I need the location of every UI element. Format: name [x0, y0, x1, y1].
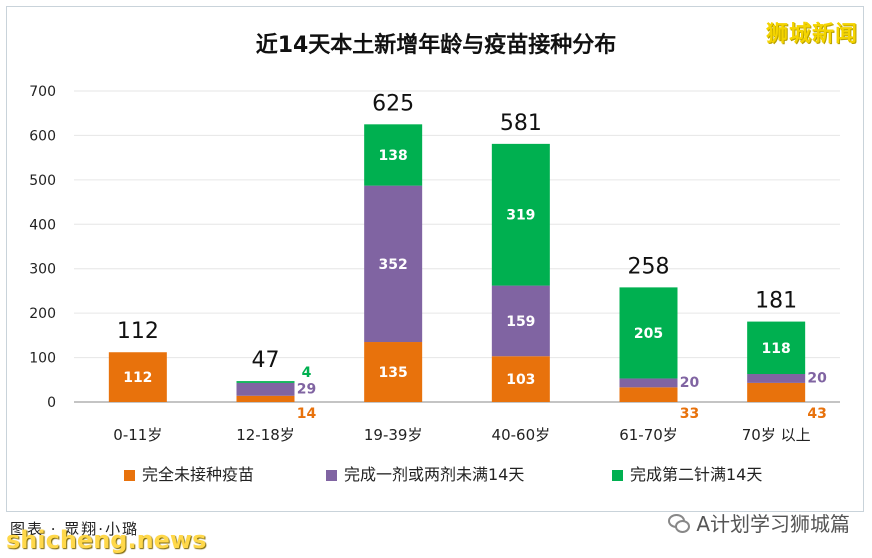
bar-segment-3 — [364, 124, 423, 186]
data-label: 138 — [379, 148, 408, 164]
bar-segment-1 — [236, 395, 295, 402]
data-label: 319 — [506, 208, 535, 224]
y-tick-label: 700 — [29, 84, 56, 100]
x-tick-label: 61-70岁 — [619, 426, 678, 444]
data-label: 135 — [379, 365, 408, 381]
bar-segment-3 — [619, 287, 678, 379]
legend-label: 完成第二针满14天 — [630, 465, 762, 484]
y-tick-label: 500 — [29, 173, 56, 189]
data-label: 205 — [634, 326, 663, 342]
bar-segment-1 — [619, 387, 678, 402]
bar-segment-2 — [747, 374, 806, 383]
bar-segment-1 — [747, 382, 806, 402]
bar-segment-2 — [619, 378, 678, 388]
y-tick-label: 200 — [29, 306, 56, 322]
data-label: 103 — [506, 372, 535, 388]
data-label: 20 — [680, 375, 700, 391]
y-tick-label: 600 — [29, 128, 56, 144]
x-tick-label: 19-39岁 — [364, 426, 423, 444]
legend-swatch — [326, 470, 337, 481]
data-label: 33 — [680, 406, 699, 422]
wechat-watermark: A计划学习狮城篇 — [668, 508, 850, 537]
total-label: 625 — [372, 91, 414, 116]
x-tick-label: 40-60岁 — [492, 426, 551, 444]
data-label: 118 — [762, 341, 791, 357]
y-tick-label: 100 — [29, 351, 56, 367]
brand-logo: 狮城新闻 — [765, 22, 858, 47]
data-label: 352 — [379, 257, 408, 273]
wechat-icon — [668, 513, 691, 533]
x-tick-label: 0-11岁 — [113, 426, 162, 444]
total-label: 258 — [628, 254, 670, 279]
bar-segment-1 — [491, 356, 550, 402]
data-label: 29 — [297, 381, 316, 397]
total-label: 181 — [755, 289, 797, 314]
data-label: 20 — [807, 370, 827, 386]
wechat-account-name: A计划学习狮城篇 — [696, 512, 850, 536]
chart-credit: 图表 · 眾翔·小璐 — [10, 520, 140, 538]
chart-frame — [6, 6, 864, 512]
legend-swatch — [124, 470, 135, 481]
data-label: 43 — [807, 406, 826, 422]
data-label: 14 — [297, 406, 317, 422]
total-label: 112 — [117, 319, 159, 344]
chart-title: 近14天本土新增年龄与疫苗接种分布 — [256, 32, 617, 58]
data-label: 112 — [123, 370, 152, 386]
total-label: 581 — [500, 111, 542, 136]
legend-label: 完全未接种疫苗 — [142, 465, 254, 484]
bar-segment-3 — [236, 381, 295, 383]
total-label: 47 — [252, 348, 280, 373]
data-label: 4 — [302, 365, 312, 381]
data-label: 159 — [506, 314, 535, 330]
y-tick-label: 300 — [29, 262, 56, 278]
legend-swatch — [612, 470, 623, 481]
bar-segment-1 — [364, 342, 423, 402]
site-watermark: shicheng.news — [6, 526, 207, 554]
y-tick-label: 0 — [47, 395, 56, 411]
x-tick-label: 70岁 以上 — [742, 426, 811, 444]
bar-segment-2 — [364, 185, 423, 343]
bar-segment-1 — [108, 352, 167, 402]
bar-segment-3 — [747, 321, 806, 375]
y-tick-label: 400 — [29, 217, 56, 233]
legend-label: 完成一剂或两剂未满14天 — [344, 465, 524, 484]
bar-segment-2 — [236, 382, 295, 396]
x-tick-label: 12-18岁 — [236, 426, 295, 444]
bar-segment-2 — [491, 285, 550, 357]
bar-segment-3 — [491, 143, 550, 286]
